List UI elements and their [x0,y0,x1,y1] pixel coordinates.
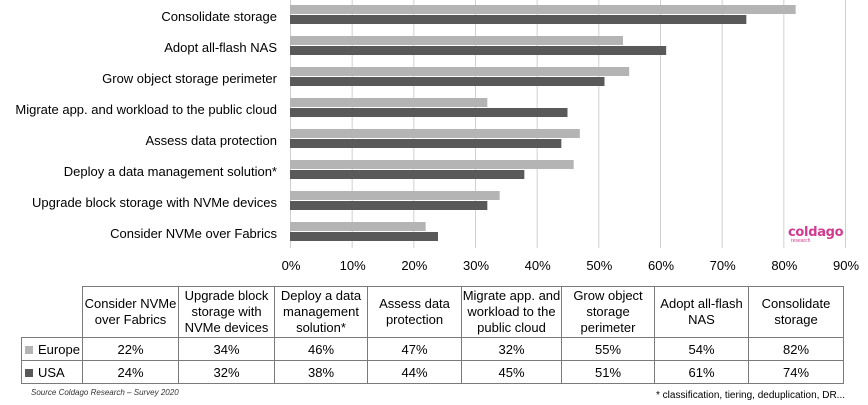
x-tick-label: 50% [586,258,612,273]
data-table: Consider NVMe over Fabrics Upgrade block … [21,286,844,384]
table-cell: 44% [367,360,462,384]
table-cell: 32% [461,337,562,361]
table-cell: 34% [178,337,275,361]
category-label: Deploy a data management solution* [64,164,277,179]
table-cell: 82% [748,337,844,361]
bar-europe [290,160,574,169]
table-cell: 74% [748,360,844,384]
bar-usa [290,139,562,148]
source-note: Source Coldago Research – Survey 2020 [31,388,179,397]
bar-europe [290,36,623,45]
table-cell: 46% [274,337,368,361]
table-corner [21,286,83,338]
category-label: Grow object storage perimeter [102,71,278,86]
x-tick-label: 0% [282,258,301,273]
table-header: Consider NVMe over Fabrics [82,286,179,338]
category-label: Consider NVMe over Fabrics [110,226,277,241]
table-cell: 51% [561,360,655,384]
bar-usa [290,46,667,55]
legend-swatch [25,368,33,377]
table-header: Grow object storage perimeter [561,286,655,338]
table-cell: 54% [654,337,749,361]
table-cell: 55% [561,337,655,361]
bar-usa [290,232,438,241]
table-cell: 32% [178,360,275,384]
table-cell: 47% [367,337,462,361]
x-tick-label: 90% [833,258,859,273]
x-tick-label: 40% [525,258,551,273]
bar-usa [290,201,488,210]
legend-label: USA [38,364,65,380]
bar-europe [290,129,580,138]
bar-usa [290,15,747,24]
category-label: Consolidate storage [161,9,277,24]
table-header: Upgrade block storage with NVMe devices [178,286,275,338]
bar-europe [290,67,630,76]
category-label: Assess data protection [145,133,277,148]
bar-chart: 0% 10% 20% 30% 40% 50% 60% 70% 80% 90% Consolidate… [15,0,859,273]
bar-europe [290,191,500,200]
table-cell: 61% [654,360,749,384]
legend-swatch [25,345,33,354]
bar-europe [290,98,488,107]
category-label: Upgrade block storage with NVMe devices [32,195,277,210]
footnote: * classification, tiering, deduplication… [656,390,845,401]
bar-usa [290,170,525,179]
table-header: Adopt all-flash NAS [654,286,749,338]
x-tick-label: 70% [710,258,736,273]
table-header: Deploy a data management solution* [274,286,368,338]
legend-cell: USA [21,360,83,384]
table-header: Migrate app. and workload to the public … [461,286,562,338]
legend-cell: Europe [21,337,83,361]
x-tick-label: 20% [401,258,427,273]
table-row: USA 24% 32% 38% 44% 45% 51% 61% 74% [21,360,844,384]
table-cell: 22% [82,337,179,361]
bar-usa [290,77,605,86]
logo-brand: coldago [788,225,844,240]
coldago-logo: coldago research [788,225,844,244]
bar-europe [290,222,426,231]
x-tick-label: 80% [771,258,797,273]
table-header: Assess data protection [367,286,462,338]
table-header: Consolidate storage [748,286,844,338]
legend-label: Europe [38,341,80,357]
table-cell: 45% [461,360,562,384]
x-tick-label: 30% [463,258,489,273]
x-tick-label: 10% [340,258,366,273]
x-tick-label: 60% [648,258,674,273]
table-cell: 38% [274,360,368,384]
bar-europe [290,5,796,14]
category-label: Adopt all-flash NAS [164,40,277,55]
bar-usa [290,108,568,117]
logo-subtitle: research [791,238,811,244]
category-label: Migrate app. and workload to the public … [15,102,277,117]
table-row: Europe 22% 34% 46% 47% 32% 55% 54% 82% [21,337,844,361]
table-cell: 24% [82,360,179,384]
